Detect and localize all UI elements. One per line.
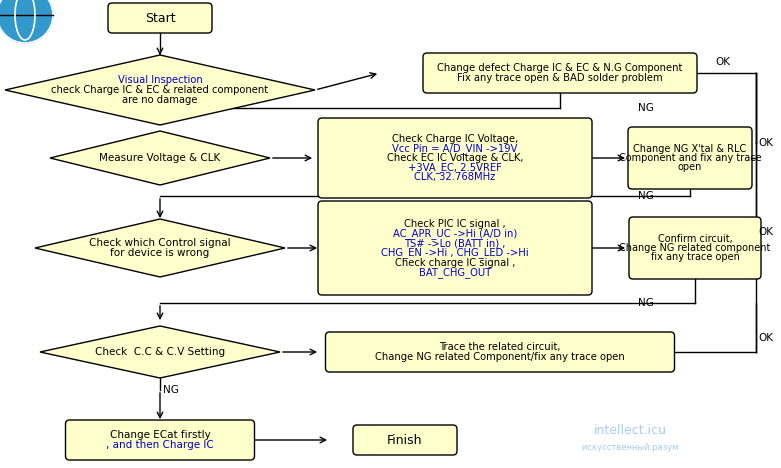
FancyBboxPatch shape [628,127,752,189]
Polygon shape [35,219,285,277]
Text: Component and fix any trace: Component and fix any trace [619,153,761,163]
Text: are no damage: are no damage [123,95,198,105]
Text: Change NG related Component/fix any trace open: Change NG related Component/fix any trac… [375,352,625,362]
Text: NG: NG [638,191,654,201]
Text: Check charge IC signal ,: Check charge IC signal , [395,257,515,268]
Text: искусственный разум: искусственный разум [582,444,678,453]
Text: +3VA_EC, 2.5VREF: +3VA_EC, 2.5VREF [408,162,502,173]
FancyBboxPatch shape [353,425,457,455]
Text: Check Charge IC Voltage,: Check Charge IC Voltage, [392,133,518,144]
Text: Check PIC IC signal ,: Check PIC IC signal , [405,219,506,229]
Text: Confirm circuit,: Confirm circuit, [658,234,733,243]
Text: Change ECat firstly: Change ECat firstly [109,430,210,440]
Text: OK: OK [758,227,773,237]
Text: AC_APR_UC ->Hi (A/D in): AC_APR_UC ->Hi (A/D in) [393,228,517,239]
Text: Change NG related component: Change NG related component [619,243,771,253]
FancyBboxPatch shape [629,217,761,279]
Text: OK: OK [758,138,773,148]
Text: Vcc Pin = A/D_VIN ->19V: Vcc Pin = A/D_VIN ->19V [392,143,518,154]
FancyBboxPatch shape [318,201,592,295]
Text: Check EC IC Voltage & CLK,: Check EC IC Voltage & CLK, [387,153,523,163]
Text: TS# ->Lo (BATT in) ,: TS# ->Lo (BATT in) , [405,238,505,248]
Text: CLK, 32.768MHz: CLK, 32.768MHz [415,172,496,183]
Text: fix any trace open: fix any trace open [651,252,740,263]
Text: open: open [678,162,702,172]
Text: Visual Inspection: Visual Inspection [118,75,202,85]
FancyBboxPatch shape [108,3,212,33]
Text: Fix any trace open & BAD solder problem: Fix any trace open & BAD solder problem [457,73,663,83]
Text: Finish: Finish [387,433,423,446]
Text: Measure Voltage & CLK: Measure Voltage & CLK [99,153,220,163]
Text: Trace the related circuit,: Trace the related circuit, [439,342,561,352]
FancyBboxPatch shape [318,118,592,198]
Polygon shape [50,131,270,185]
Text: for device is wrong: for device is wrong [110,248,209,258]
Text: BAT_CHG_OUT: BAT_CHG_OUT [419,267,491,278]
Text: Start: Start [144,12,175,24]
Text: intellect.icu: intellect.icu [594,424,666,437]
FancyBboxPatch shape [66,420,255,460]
Polygon shape [40,326,280,378]
Text: CHG_EN ->Hi , CHG_LED ->Hi: CHG_EN ->Hi , CHG_LED ->Hi [381,248,529,258]
Text: Change NG X'tal & RLC: Change NG X'tal & RLC [633,144,747,154]
Polygon shape [5,55,315,125]
FancyBboxPatch shape [326,332,675,372]
Text: Change defect Charge IC & EC & N.G Component: Change defect Charge IC & EC & N.G Compo… [437,63,683,73]
FancyBboxPatch shape [423,53,697,93]
Text: NG: NG [638,103,654,113]
Text: check Charge IC & EC & related component: check Charge IC & EC & related component [52,85,269,95]
Circle shape [0,0,53,43]
Text: NG: NG [638,298,654,308]
Text: OK: OK [758,333,773,343]
Text: Check which Control signal: Check which Control signal [89,238,231,248]
Text: Check  C.C & C.V Setting: Check C.C & C.V Setting [95,347,225,357]
Text: OK: OK [715,57,730,67]
Text: NG: NG [163,385,179,395]
Text: , and then Charge IC: , and then Charge IC [106,440,214,450]
